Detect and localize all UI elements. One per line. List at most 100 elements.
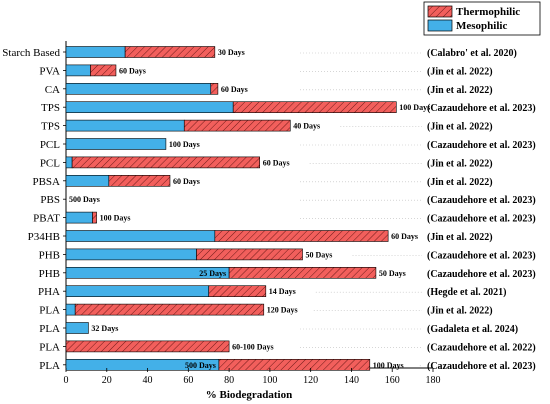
bar-thermophilic [214, 230, 389, 242]
y-tick-label: PHA [38, 286, 60, 298]
x-tick-label: 60 [183, 375, 193, 386]
bar-thermophilic [108, 175, 171, 187]
x-tick-label: 140 [344, 375, 359, 386]
bar-mesophilic [65, 138, 167, 150]
bar-mesophilic [65, 64, 91, 77]
duration-label: 100 Days [100, 214, 131, 223]
reference-label: (Hegde et al. 2021) [427, 287, 506, 298]
bar-row: PBSA 60 Days (Jin et al. 2022) [32, 175, 493, 188]
legend-label-mesophilic: Mesophilic [456, 20, 507, 32]
x-tick-label: 0 [64, 375, 69, 386]
bar-row: PBAT 100 Days (Cazaudehore et al. 2023) [33, 211, 536, 225]
bar-thermophilic [196, 248, 303, 261]
bar-thermophilic [92, 211, 97, 224]
duration-label: 60-100 Days [232, 342, 274, 351]
bar-mesophilic [65, 156, 73, 169]
bar-thermophilic [74, 303, 265, 316]
bar-row: PLA 60-100 Days (Cazaudehore et al. 2022) [39, 340, 536, 353]
reference-label: (Cazaudehore et al. 2023) [427, 250, 536, 261]
bar-mesophilic [65, 175, 110, 187]
bar-thermophilic [218, 358, 371, 371]
reference-label: (Jin et al. 2022) [427, 177, 493, 188]
x-tick-label: 80 [224, 375, 234, 386]
bar-mesophilic [65, 303, 76, 316]
y-tick-label: CA [45, 84, 60, 96]
bar-row: PCL 60 Days (Jin et al. 2022) [40, 156, 493, 169]
duration-label: 60 Days [263, 158, 290, 167]
duration-label: 100 Days [399, 103, 430, 112]
bar-mesophilic [65, 46, 126, 58]
duration-label: 50 Days [379, 269, 406, 278]
y-tick-label: PBSA [32, 176, 60, 188]
bar-mesophilic [65, 322, 89, 334]
y-tick-label: PCL [40, 139, 60, 151]
x-tick-label: 160 [385, 375, 400, 386]
legend: Thermophilic Mesophilic [423, 1, 541, 36]
bar-mesophilic [65, 101, 234, 113]
bar-row: PVA 60 Days (Jin et al. 2022) [39, 64, 493, 77]
reference-label: (Gadaleta et al. 2024) [427, 324, 518, 335]
mesophilic-duration-label: 25 Days [199, 269, 226, 278]
bar-mesophilic [65, 211, 93, 224]
y-tick-label: TPS [41, 121, 60, 133]
x-tick-label: 180 [426, 375, 441, 386]
duration-label: 500 Days [69, 195, 100, 204]
reference-label: (Cazaudehore et al. 2023) [427, 103, 536, 114]
x-tick-label: 100 [262, 375, 277, 386]
bar-thermophilic [124, 46, 216, 58]
x-tick-label: 120 [303, 375, 318, 386]
reference-label: (Jin et al. 2022) [427, 232, 493, 243]
reference-label: (Cazaudehore et al. 2023) [427, 214, 536, 225]
duration-label: 14 Days [269, 287, 296, 296]
duration-label: 30 Days [218, 48, 245, 57]
x-ticks: 0 20 40 60 80 100 120 140 160 180 [64, 368, 441, 386]
duration-label: 100 Days [169, 140, 200, 149]
bar-row: PHB 50 Days (Cazaudehore et al. 2023) [39, 248, 536, 261]
duration-label: 32 Days [91, 324, 118, 333]
y-tick-label: PLA [39, 305, 60, 317]
reference-label: (Jin et al. 2022) [427, 66, 493, 77]
bar-row: Starch Based 30 Days (Calabro' et al. 2020… [2, 46, 517, 59]
reference-label: (Cazaudehore et al. 2022) [427, 342, 536, 353]
reference-label: (Cazaudehore et al. 2023) [427, 269, 536, 280]
duration-label: 60 Days [173, 177, 200, 186]
duration-label: 60 Days [391, 232, 418, 241]
bar-mesophilic [65, 230, 216, 242]
y-tick-label: PLA [39, 341, 60, 353]
bar-thermophilic [183, 119, 291, 132]
y-tick-label: PLA [39, 360, 60, 372]
bar-row: CA 60 Days (Jin et al. 2022) [45, 83, 493, 96]
legend-swatch-mesophilic [427, 19, 453, 32]
mesophilic-duration-label: 500 Days [185, 361, 216, 370]
legend-label-thermophilic: Thermophilic [456, 6, 520, 18]
y-tick-label: PHB [39, 268, 60, 280]
x-axis-title: % Biodegradation [206, 389, 292, 401]
duration-label: 100 Days [373, 361, 404, 370]
duration-label: 50 Days [306, 250, 333, 259]
bar-mesophilic [65, 83, 212, 95]
y-tick-label: PVA [39, 65, 60, 77]
bar-thermophilic [228, 266, 377, 279]
bar-row: PLA 100 Days 500 Days (Cazaudehore et al. 2… [39, 358, 536, 372]
y-tick-label: PHB [39, 249, 60, 261]
y-tick-label: PCL [40, 157, 60, 169]
duration-label: 60 Days [221, 85, 248, 94]
bar-thermophilic [208, 285, 267, 298]
legend-swatch-thermophilic [427, 5, 453, 18]
bar-row: P34HB 60 Days (Jin et al. 2022) [28, 230, 493, 243]
bar-row: PBS 500 Days (Cazaudehore et al. 2023) [40, 194, 535, 206]
bar-thermophilic [232, 101, 397, 113]
bar-mesophilic [65, 119, 185, 132]
reference-label: (Jin et al. 2022) [427, 158, 493, 169]
y-tick-label: PLA [39, 323, 60, 335]
bar-row: PHA 14 Days (Hegde et al. 2021) [38, 285, 506, 298]
bar-mesophilic [65, 248, 197, 261]
duration-label: 120 Days [267, 306, 298, 315]
bar-row: TPS 40 Days (Jin et al. 2022) [41, 119, 493, 133]
bar-thermophilic [90, 64, 117, 77]
reference-label: (Cazaudehore et al. 2023) [427, 140, 536, 151]
bar-row: PCL 100 Days (Cazaudehore et al. 2023) [40, 138, 536, 151]
reference-label: (Cazaudehore et al. 2023) [427, 361, 536, 372]
reference-label: (Jin et al. 2022) [427, 122, 493, 133]
